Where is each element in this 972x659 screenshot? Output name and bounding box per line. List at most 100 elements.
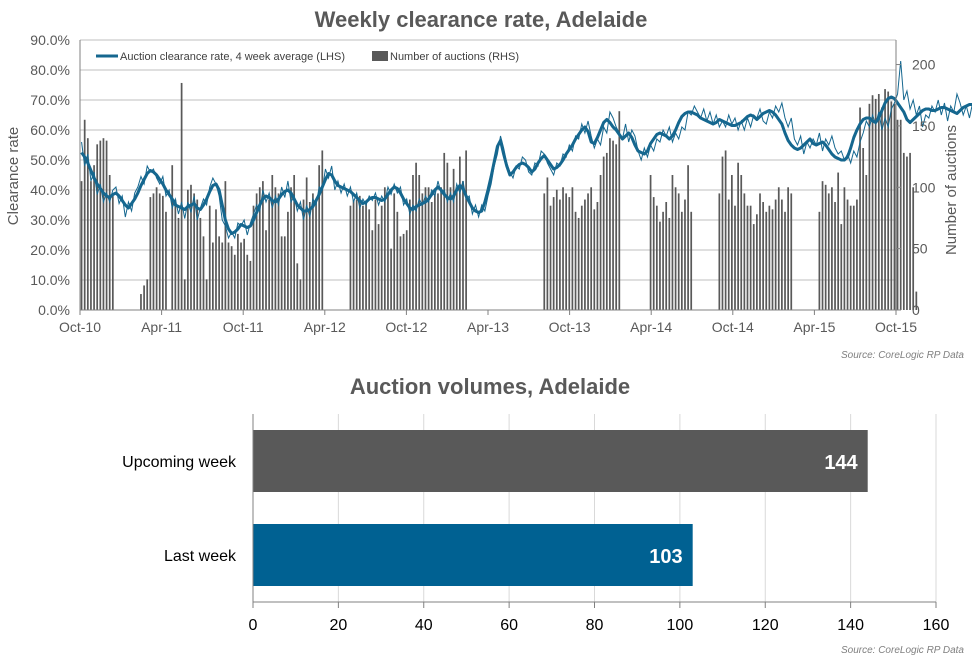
- auction-bar: [377, 224, 380, 310]
- auction-bar: [596, 202, 599, 310]
- left-tick-label: 70.0%: [30, 92, 70, 108]
- auction-bar: [221, 242, 224, 310]
- auction-bar: [818, 211, 821, 310]
- auction-bar: [108, 175, 111, 310]
- auction-bar: [665, 202, 668, 310]
- auction-bar: [740, 175, 743, 310]
- auction-bar: [180, 82, 183, 310]
- auction-bar: [881, 107, 883, 310]
- bar-data-label: 144: [824, 452, 858, 474]
- bottom-chart-title: Auction volumes, Adelaide: [350, 374, 630, 399]
- auction-bar: [208, 205, 211, 310]
- auction-bar: [668, 217, 671, 310]
- auction-bar: [440, 187, 442, 310]
- auction-bar: [890, 101, 893, 310]
- auction-bar: [224, 181, 227, 310]
- auction-bar: [577, 217, 580, 310]
- bottom-x-tick-label: 60: [500, 617, 518, 634]
- auction-bar: [149, 197, 152, 310]
- auction-bar: [190, 184, 192, 310]
- auction-bar: [252, 205, 255, 310]
- auction-bar: [105, 140, 108, 310]
- auction-bar: [383, 187, 386, 310]
- auction-bar: [187, 189, 189, 310]
- auction-bar: [612, 140, 614, 310]
- auction-bar: [358, 195, 361, 310]
- auction-bar: [659, 221, 661, 310]
- auction-bar: [99, 140, 102, 310]
- auction-bar: [155, 187, 158, 310]
- auction-bar: [884, 89, 886, 310]
- x-tick-label: Apr-13: [467, 319, 509, 335]
- auction-bar: [421, 193, 424, 310]
- auction-bar: [765, 211, 768, 310]
- clearance-avg-line: [80, 95, 972, 235]
- left-tick-label: 50.0%: [30, 152, 70, 168]
- auction-bar: [599, 175, 602, 310]
- auction-bar: [615, 144, 618, 310]
- auction-bar: [781, 199, 783, 310]
- auction-bar: [768, 205, 771, 310]
- auction-bar: [212, 242, 214, 310]
- auction-bar: [662, 211, 664, 310]
- auction-bar: [652, 197, 655, 310]
- weekly-clearance-chart: Weekly clearance rate, Adelaide 0.0% 10.0…: [5, 7, 972, 361]
- auction-bar: [427, 187, 430, 310]
- auction-bar: [140, 294, 142, 310]
- auction-bar: [849, 205, 852, 310]
- auction-bar: [671, 175, 674, 310]
- auction-bar: [574, 211, 577, 310]
- auction-bar: [837, 172, 840, 310]
- auction-bar: [402, 233, 405, 310]
- left-axis-title: Clearance rate: [5, 127, 22, 225]
- auction-bar: [393, 193, 396, 310]
- auction-bar: [680, 211, 683, 310]
- auction-bar: [287, 211, 289, 310]
- auction-bar: [290, 187, 292, 310]
- auction-bar: [215, 209, 217, 310]
- auction-bar: [543, 193, 546, 310]
- bottom-x-tick-label: 0: [249, 617, 258, 634]
- auction-bar: [111, 193, 114, 310]
- auction-bar: [690, 211, 693, 310]
- auction-bar: [868, 103, 871, 311]
- auction-bar: [246, 254, 249, 310]
- auction-bar: [424, 187, 427, 310]
- auction-bar: [743, 193, 746, 310]
- auction-bar: [399, 236, 402, 310]
- auction-bar: [296, 263, 299, 310]
- auction-bar: [449, 187, 452, 310]
- auction-volumes-chart: Auction volumes, Adelaide 144 103 0 20 40 60…: [122, 374, 964, 656]
- bottom-x-tick-label: 80: [586, 617, 604, 634]
- auction-bar: [546, 177, 549, 310]
- auction-bar: [305, 177, 308, 310]
- auction-bar: [146, 279, 149, 310]
- top-gridlines: [80, 39, 896, 311]
- auction-bar: [205, 279, 208, 310]
- auction-bar: [459, 156, 461, 310]
- auction-bar: [249, 260, 252, 310]
- auction-bar: [143, 285, 145, 310]
- auction-bar: [233, 254, 236, 310]
- auction-bar: [831, 187, 833, 310]
- auction-bar: [308, 202, 311, 310]
- auction-bar: [821, 181, 824, 310]
- auction-bar: [902, 152, 905, 310]
- left-tick-label: 80.0%: [30, 62, 70, 78]
- auction-bar: [83, 119, 86, 310]
- auction-bar: [390, 248, 392, 310]
- auction-bar: [368, 209, 371, 310]
- auction-bar: [899, 119, 902, 310]
- auction-bar: [731, 175, 733, 310]
- auction-bar: [605, 152, 608, 310]
- auction-bar: [102, 138, 105, 310]
- left-tick-label: 0.0%: [38, 302, 70, 318]
- auction-bar: [446, 162, 449, 310]
- auction-bar: [752, 224, 755, 310]
- auction-bar: [859, 107, 861, 310]
- auction-bar: [237, 233, 239, 310]
- auction-bar: [452, 168, 455, 310]
- auction-bar: [737, 162, 739, 310]
- auction-bar: [874, 98, 877, 310]
- auction-bar: [906, 156, 908, 310]
